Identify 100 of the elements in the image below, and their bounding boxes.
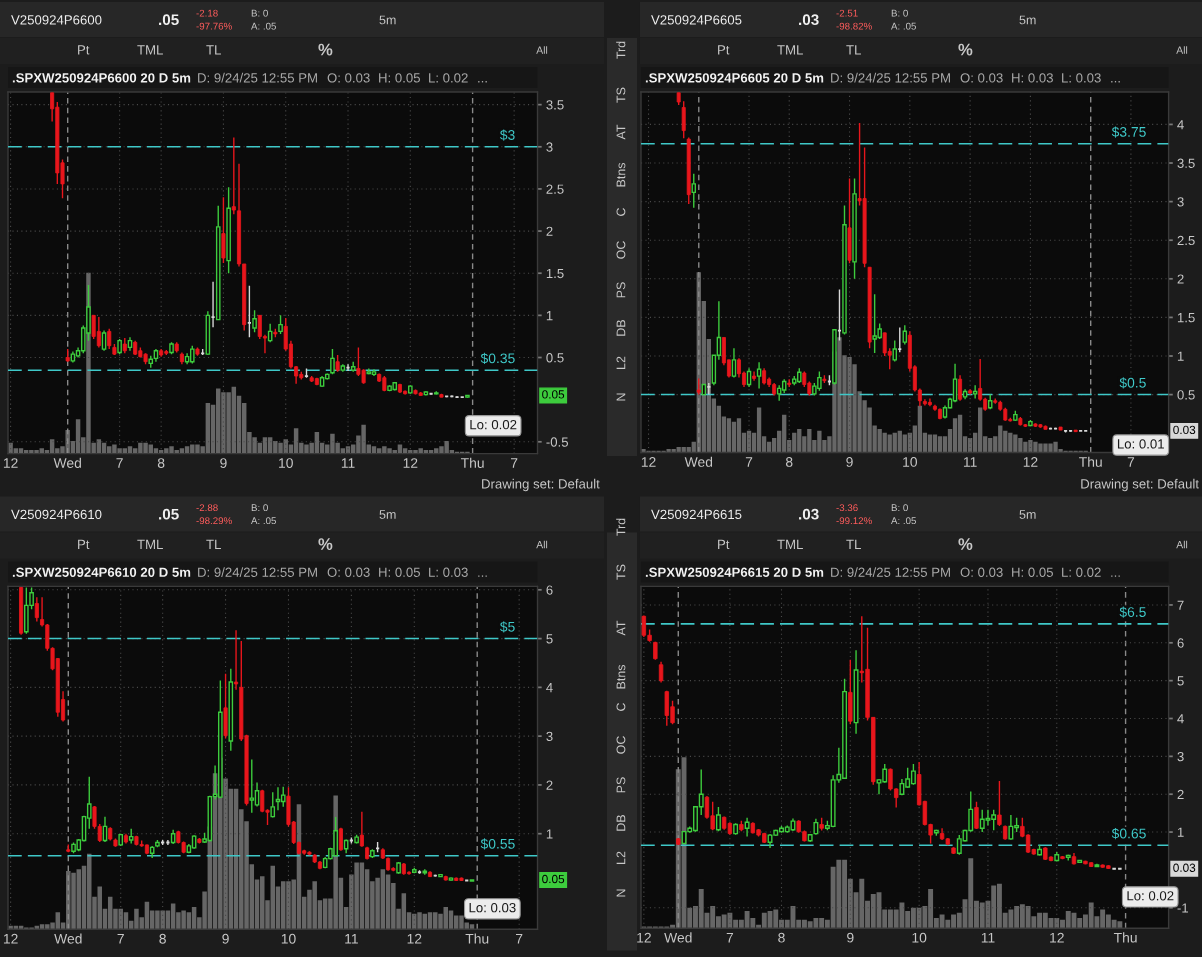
text: All: [536, 46, 548, 54]
text: -2.88: [196, 504, 218, 512]
text: V250924P6605: [651, 15, 742, 25]
text: A: .05: [891, 22, 916, 30]
text: .03: [799, 508, 819, 520]
text: A: .05: [891, 517, 916, 525]
x-tick-label: Wed: [53, 457, 81, 468]
text: N: [616, 889, 626, 897]
text: H: 0.03: [1012, 73, 1053, 83]
y-tick-label: 4: [1177, 714, 1184, 724]
annotation: 0.03: [1173, 425, 1196, 435]
x-tick-label: 7: [116, 458, 123, 468]
text: -98.29%: [196, 517, 232, 525]
text: TL: [846, 539, 861, 549]
x-tick-label: 11: [345, 933, 358, 944]
chart-title: .SPXW250924P6610 20 D 5m: [12, 567, 191, 577]
y-tick-label: 0.5: [1177, 390, 1195, 400]
x-tick-label: 8: [157, 458, 165, 468]
x-tick-label: 8: [778, 932, 785, 943]
x-tick-label: 9: [847, 932, 854, 943]
text: V250924P6610: [11, 509, 102, 520]
text: B: 0: [251, 504, 268, 512]
ref-line-label: $0.5: [1119, 377, 1146, 389]
x-tick-label: Thu: [460, 457, 484, 468]
y-tick-label: 6: [546, 585, 553, 595]
text: Pt: [718, 45, 730, 55]
annotation: 0.05: [542, 874, 565, 884]
y-tick-label: 3: [546, 731, 553, 742]
text: ...: [1111, 575, 1120, 577]
text: L: 0.02: [1062, 567, 1101, 577]
x-tick-label: 7: [1127, 457, 1135, 467]
x-tick-label: 9: [220, 458, 227, 468]
chart-subtitle: D: 9/24/25 12:55 PM: [198, 72, 317, 83]
ref-line-label: $6.5: [1119, 606, 1146, 618]
text: V250924P6615: [651, 509, 742, 520]
x-tick-label: 8: [159, 933, 166, 944]
text: .05: [159, 508, 179, 520]
text: TS: [616, 87, 626, 103]
x-tick-label: 12: [407, 933, 422, 944]
x-tick-label: 11: [341, 458, 355, 468]
chart-subtitle: D: 9/24/25 12:55 PM: [831, 72, 950, 83]
text: A: .05: [251, 22, 276, 30]
text: 5m: [1019, 15, 1036, 25]
text: OC: [616, 736, 626, 754]
text: Trd: [616, 41, 626, 59]
text: TML: [137, 45, 163, 55]
x-tick-label: 11: [981, 932, 995, 943]
chart-subtitle: D: 9/24/25 12:55 PM: [198, 567, 317, 577]
text: -98.82%: [836, 22, 872, 30]
text: TL: [846, 45, 861, 55]
chart-subtitle: D: 9/24/25 12:55 PM: [831, 567, 950, 577]
text: DB: [616, 814, 626, 831]
y-tick-label: 1: [1177, 827, 1184, 837]
chart-title: .SPXW250924P6615 20 D 5m: [645, 567, 824, 577]
text: %: [318, 43, 333, 56]
text: TS: [616, 564, 626, 580]
text: Pt: [78, 539, 90, 550]
x-tick-label: 12: [403, 458, 418, 468]
y-tick-label: 2.5: [1177, 235, 1195, 246]
ref-line-label: $5: [499, 621, 515, 633]
ref-line-label: $3.75: [1111, 126, 1146, 138]
text: O: 0.03: [960, 567, 1003, 577]
text: L2: [616, 356, 626, 369]
x-tick-label: 12: [637, 932, 651, 943]
annotation: 0.03: [1173, 863, 1196, 872]
text: .05: [159, 14, 179, 26]
annotation: Lo: 0.02: [1127, 891, 1174, 901]
text: -97.76%: [196, 22, 232, 30]
text: OC: [616, 241, 626, 259]
text: Drawing set: Default: [1081, 478, 1199, 492]
text: All: [1176, 46, 1188, 54]
y-tick-label: 4: [546, 683, 553, 693]
text: Btns: [616, 162, 626, 187]
x-tick-label: Wed: [54, 933, 82, 944]
text: O: 0.03: [327, 73, 370, 83]
y-tick-label: 1.5: [1177, 313, 1195, 323]
text: N: [616, 393, 626, 401]
text: 5m: [379, 15, 396, 25]
text: TML: [777, 539, 803, 549]
y-tick-label: 5: [1177, 676, 1184, 686]
chart-title: .SPXW250924P6600 20 D 5m: [12, 73, 191, 83]
text: AT: [616, 620, 626, 636]
text: %: [958, 43, 973, 56]
text: 5m: [379, 510, 396, 519]
text: AT: [616, 124, 626, 140]
text: PS: [616, 777, 626, 793]
text: 5m: [1019, 510, 1036, 519]
text: TML: [777, 45, 803, 55]
text: H: 0.05: [379, 567, 420, 577]
text: DB: [616, 319, 626, 336]
x-tick-label: 10: [912, 932, 927, 943]
x-tick-label: 9: [222, 933, 229, 944]
text: Pt: [718, 539, 730, 550]
y-tick-label: 2: [546, 226, 553, 236]
text: B: 0: [891, 9, 908, 17]
annotation: Lo: 0.02: [470, 419, 517, 430]
y-tick-label: 5: [546, 634, 553, 644]
y-tick-label: 1: [546, 311, 553, 321]
text: H: 0.05: [1012, 567, 1053, 577]
ref-line-label: $0.35: [480, 352, 515, 365]
